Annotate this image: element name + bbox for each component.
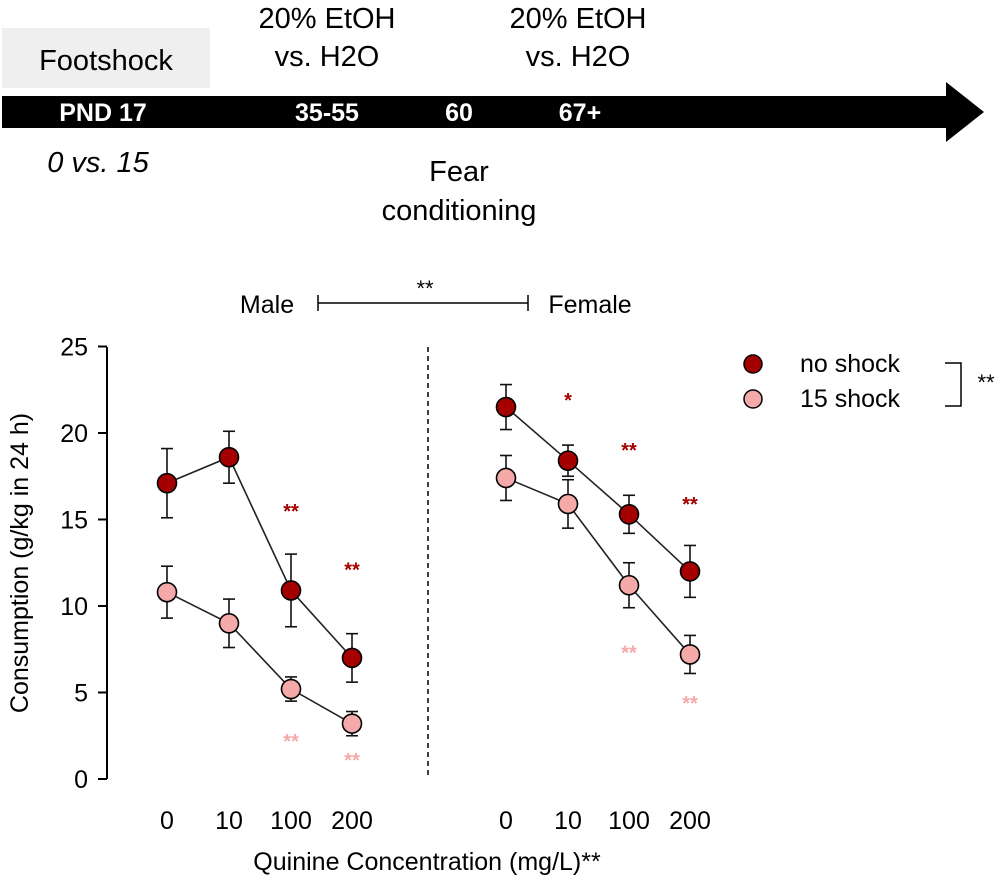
x-tick-label: 10 (215, 807, 243, 835)
male-label: Male (240, 291, 294, 319)
legend-sig-label: ** (977, 370, 995, 395)
plot-area: ***************** (156, 383, 701, 772)
y-ticks: 0 5 10 15 20 25 (60, 334, 107, 794)
data-point (280, 580, 302, 601)
data-point (557, 493, 579, 515)
legend-bracket (945, 362, 962, 407)
timeline: Footshock PND 17 35-55 60 67+ 0 vs. 15 2… (2, 3, 984, 227)
x-tick-label: 200 (331, 807, 373, 835)
footshock-box (2, 28, 210, 88)
legend-marker-15-shock (743, 389, 763, 409)
female-label: Female (548, 291, 631, 319)
data-point (218, 446, 240, 468)
fear-label-line2: conditioning (382, 195, 537, 227)
x-tick-label: 10 (554, 807, 582, 835)
timeline-label-pnd17: PND 17 (59, 99, 147, 127)
data-point (156, 472, 178, 494)
significance-label: ** (283, 731, 299, 753)
sex-sig-label: ** (416, 276, 434, 301)
timeline-arrowhead (946, 82, 984, 142)
data-point (495, 396, 517, 418)
data-point (495, 467, 517, 489)
timeline-label-67plus: 67+ (559, 99, 601, 127)
significance-label: ** (682, 494, 698, 516)
x-axis-label: Quinine Concentration (mg/L)** (253, 848, 601, 876)
data-point (679, 561, 701, 582)
sex-comparison: Male Female ** (240, 276, 632, 319)
significance-label: * (564, 390, 572, 412)
data-point (618, 504, 640, 525)
significance-label: ** (621, 643, 637, 665)
x-tick-label: 100 (608, 807, 650, 835)
significance-label: ** (621, 440, 637, 462)
timeline-label-60: 60 (445, 99, 473, 127)
y-tick-label: 15 (60, 507, 88, 535)
significance-label: ** (682, 693, 698, 715)
significance-label: ** (344, 560, 360, 582)
data-point (679, 644, 701, 665)
x-tick-label: 200 (669, 807, 711, 835)
etoh-label-1-line2: vs. H2O (275, 41, 380, 73)
etoh-label-2-line2: vs. H2O (526, 41, 631, 73)
data-point (341, 647, 363, 669)
legend-label-no-shock: no shock (800, 350, 901, 378)
x-ticks: 0 10 100 200 0 10 100 200 (160, 807, 711, 835)
etoh-label-2-line1: 20% EtOH (510, 3, 647, 35)
series-line (166, 456, 353, 659)
legend-marker-no-shock (743, 354, 763, 374)
y-tick-label: 5 (74, 680, 88, 708)
data-point (618, 574, 640, 596)
series-line (505, 406, 691, 572)
etoh-label-1-line1: 20% EtOH (259, 3, 396, 35)
timeline-bar (2, 96, 948, 128)
y-tick-label: 20 (60, 420, 88, 448)
y-axis: 0 5 10 15 20 25 Consumption (g/kg in 24 h) (6, 334, 108, 794)
x-tick-label: 0 (499, 807, 513, 835)
data-point (341, 713, 363, 734)
legend: no shock 15 shock ** (743, 350, 995, 413)
data-point (280, 678, 302, 700)
y-tick-label: 10 (60, 593, 88, 621)
y-axis-label: Consumption (g/kg in 24 h) (6, 413, 34, 713)
timeline-label-35-55: 35-55 (295, 99, 359, 127)
data-point (218, 612, 240, 634)
shock-groups-label: 0 vs. 15 (47, 147, 149, 179)
x-tick-label: 0 (160, 807, 174, 835)
data-point (156, 581, 178, 603)
legend-label-15-shock: 15 shock (800, 385, 901, 413)
footshock-label: Footshock (39, 45, 173, 77)
data-point (557, 450, 579, 471)
series-line (166, 591, 353, 725)
significance-label: ** (344, 750, 360, 772)
series-line (505, 477, 691, 655)
x-tick-label: 100 (270, 807, 312, 835)
y-tick-label: 25 (60, 334, 88, 362)
fear-label-line1: Fear (429, 156, 489, 188)
y-tick-label: 0 (74, 766, 88, 794)
significance-label: ** (283, 501, 299, 523)
